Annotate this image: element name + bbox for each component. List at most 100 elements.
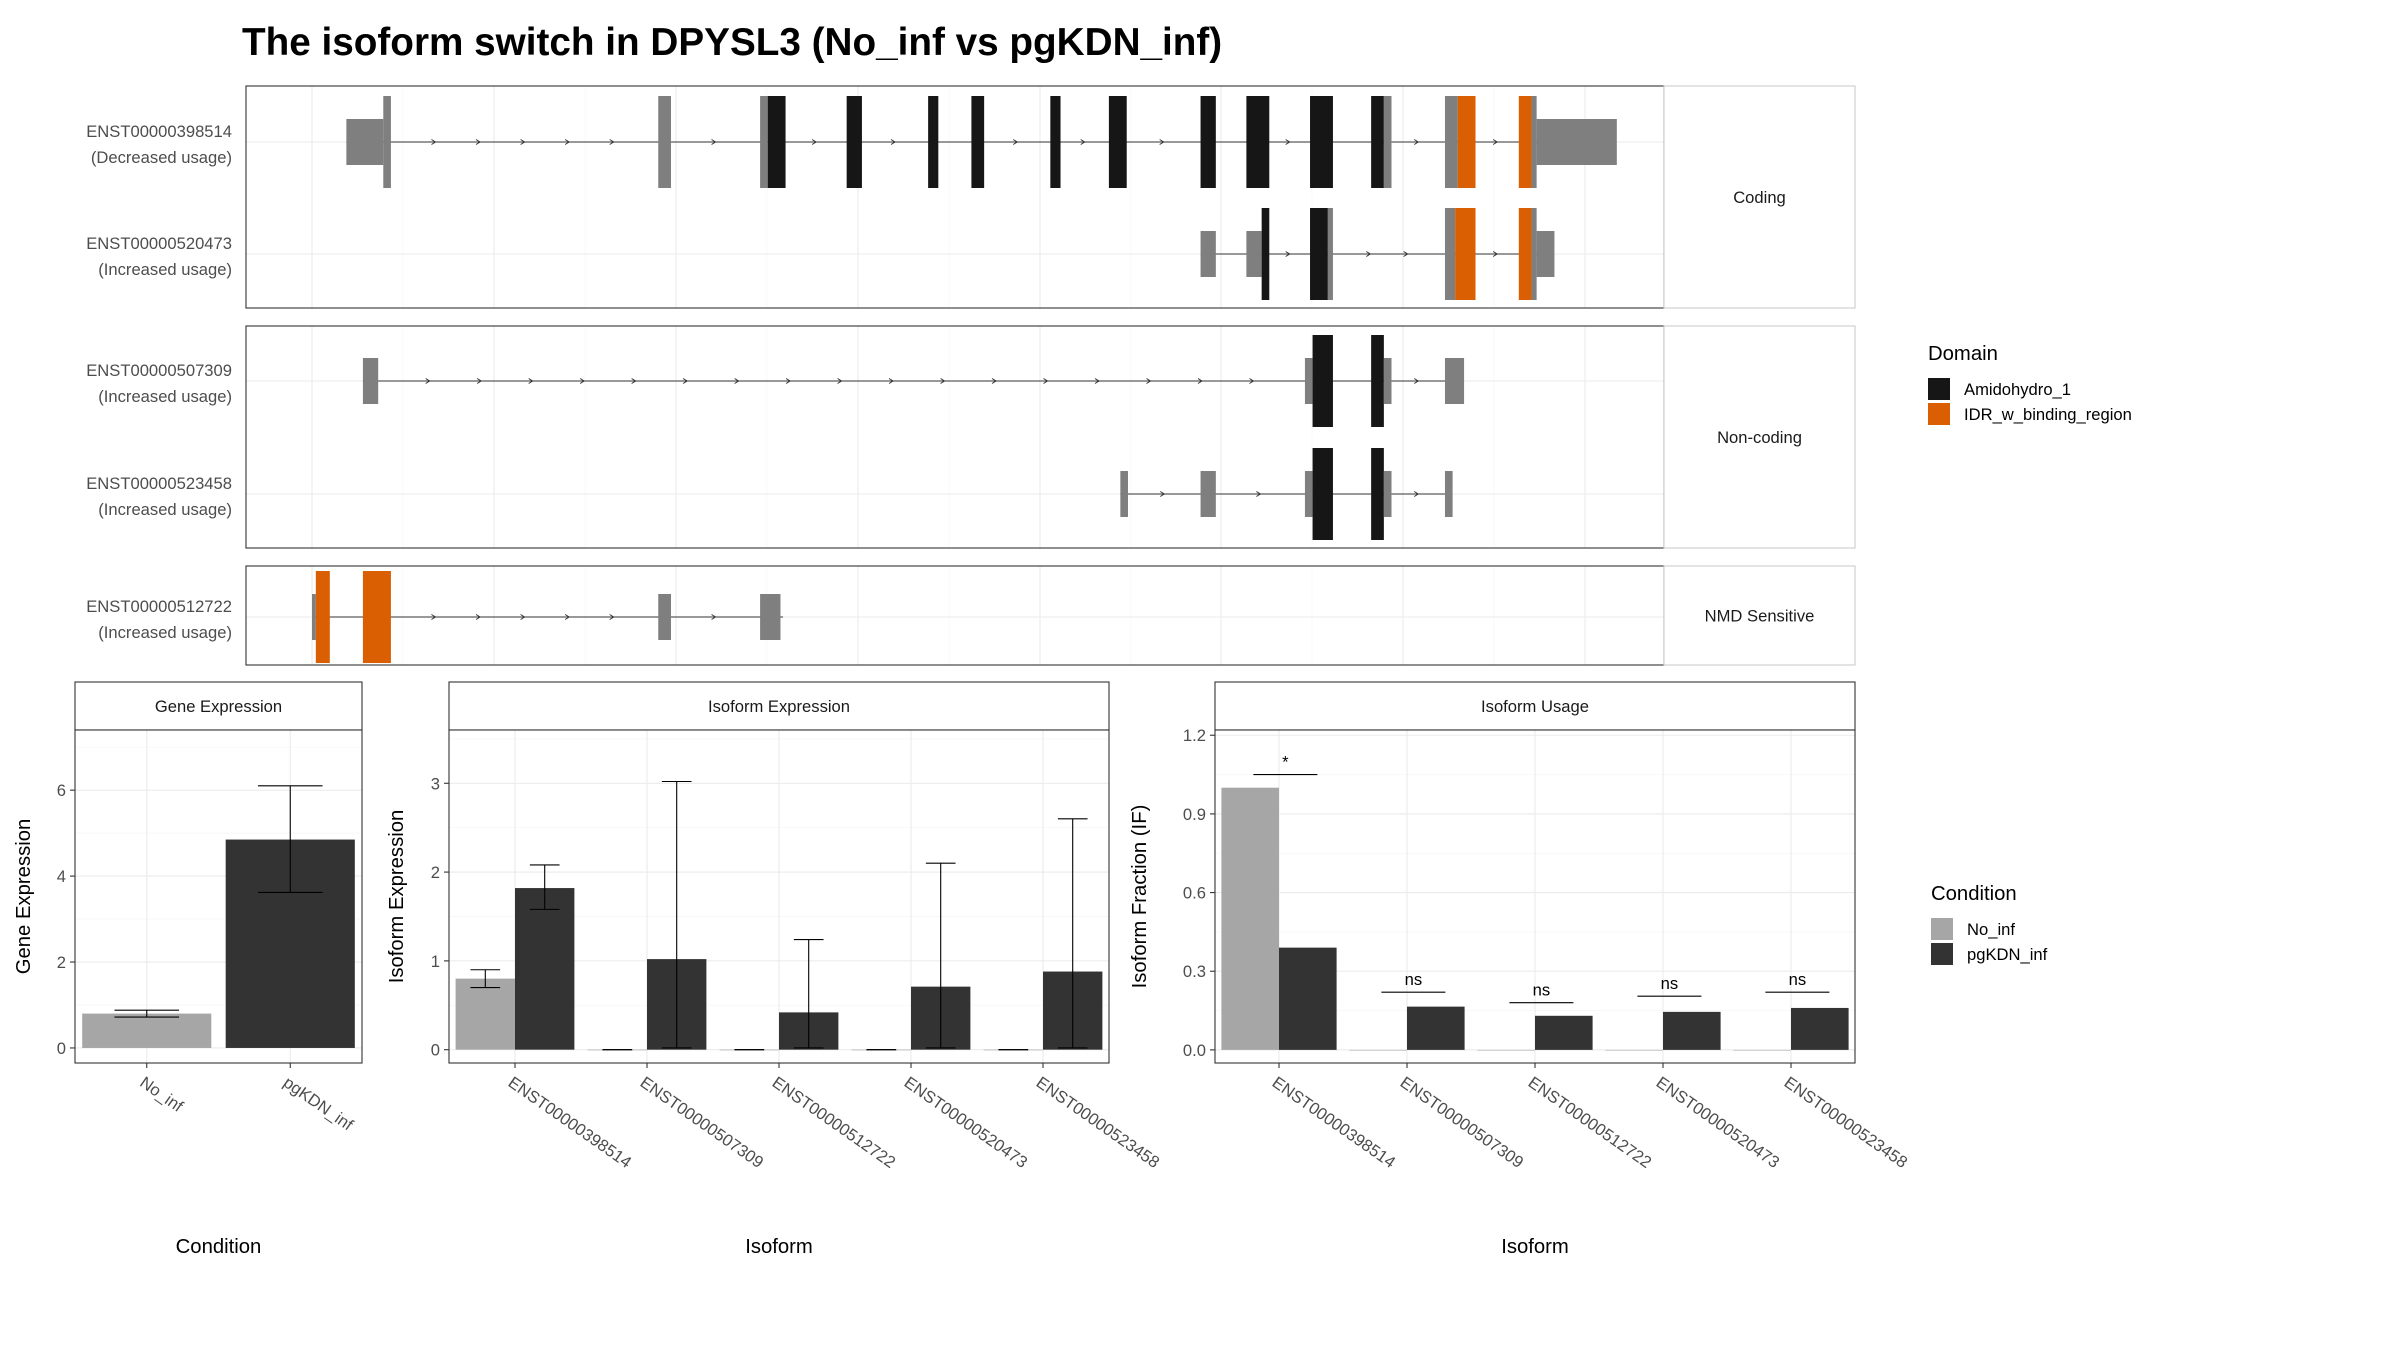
- y-axis-title: Isoform Expression: [386, 810, 408, 984]
- intron-arrow: [475, 614, 481, 620]
- exon-idr-w-binding-region: [315, 571, 330, 663]
- panel-border: [74, 729, 363, 1064]
- intron-arrow: [991, 378, 997, 384]
- intron-arrow: [940, 378, 946, 384]
- intron-arrow: [1366, 251, 1372, 257]
- y-tick-label: 2: [431, 863, 440, 882]
- exon-cds: [383, 96, 391, 188]
- exon-utr: [1444, 471, 1453, 517]
- intron-arrow: [1080, 139, 1086, 145]
- intron-arrow: [631, 378, 637, 384]
- bar: [1605, 1049, 1663, 1051]
- structure-panel-1: ENST00000398514(Decreased usage)ENST0000…: [86, 85, 1856, 309]
- x-axis-title: Isoform: [745, 1236, 813, 1258]
- y-tick-label: 0.9: [1183, 805, 1206, 824]
- exon-cds: [1383, 96, 1392, 188]
- exon-cds: [658, 96, 671, 188]
- y-tick-label: 1.2: [1183, 726, 1206, 745]
- exon-cds: [1531, 96, 1537, 188]
- y-tick-label: 0: [57, 1039, 66, 1058]
- x-tick-label: ENST00000512722: [1525, 1073, 1655, 1172]
- significance-label: *: [1282, 753, 1289, 772]
- facet-label: Coding: [1733, 188, 1786, 207]
- structure-panel-3: ENST00000512722 (Increased usage) NMD Sens…: [86, 565, 1856, 666]
- exon-utr: [1383, 471, 1392, 517]
- panel-background: [246, 86, 1664, 308]
- chart-title: Isoform Expression: [708, 697, 850, 716]
- y-axis-title: Isoform Fraction (IF): [1129, 805, 1151, 989]
- isoform-usage-label: (Increased usage): [98, 387, 232, 406]
- y-tick-label: 2: [57, 953, 66, 972]
- significance-label: ns: [1789, 970, 1807, 989]
- exon-amidohydro-1: [767, 96, 786, 188]
- exon-utr: [1120, 471, 1128, 517]
- facet-strip: [1663, 85, 1856, 309]
- chart-title: Gene Expression: [155, 697, 282, 716]
- x-tick-label: ENST00000398514: [1269, 1073, 1399, 1172]
- x-tick-label: ENST00000507309: [1397, 1073, 1527, 1172]
- bar: [1349, 1049, 1407, 1051]
- exon-amidohydro-1: [1312, 448, 1333, 540]
- y-tick-label: 0.3: [1183, 962, 1206, 981]
- exon-cds: [1444, 96, 1458, 188]
- intron-arrow: [1249, 378, 1255, 384]
- x-tick-label: ENST00000520473: [901, 1073, 1031, 1172]
- intron-arrow: [564, 139, 571, 145]
- isoform-track: ENST00000507309 (Increased usage): [86, 335, 1465, 427]
- intron-arrow: [579, 378, 586, 384]
- legend-label: Amidohydro_1: [1964, 380, 2071, 399]
- exon-amidohydro-1: [1310, 96, 1333, 188]
- legend-label: No_inf: [1967, 920, 2015, 939]
- exon-utr: [346, 119, 384, 165]
- x-tick-label: ENST00000512722: [769, 1073, 899, 1172]
- isoform-track: ENST00000398514 (Decreased usage): [86, 96, 1617, 188]
- isoform-usage-label: (Increased usage): [98, 623, 232, 642]
- exon-amidohydro-1: [1371, 96, 1384, 188]
- intron-arrow: [888, 378, 894, 384]
- exon-amidohydro-1: [1371, 335, 1384, 427]
- isoform-id-label: ENST00000512722: [86, 597, 232, 616]
- intron-arrow: [1492, 139, 1499, 145]
- intron-arrow: [431, 139, 437, 145]
- x-tick-label: ENST00000507309: [637, 1073, 767, 1172]
- bar: [1279, 947, 1337, 1050]
- legend-swatch: [1928, 378, 1950, 400]
- x-tick-label: ENST00000523458: [1033, 1073, 1163, 1172]
- facet-label: NMD Sensitive: [1705, 607, 1815, 626]
- gene-expression-chart: Gene Expression 0 2 4 6 No_inf pgKDN_inf Condit…: [13, 681, 363, 1258]
- exon-idr-w-binding-region: [1457, 96, 1476, 188]
- legend-label: pgKDN_inf: [1967, 945, 2048, 964]
- exon-utr: [1200, 231, 1216, 277]
- exon-utr: [1200, 471, 1216, 517]
- exon-idr-w-binding-region: [362, 571, 391, 663]
- isoform-track: ENST00000523458 (Increased usage): [86, 448, 1453, 540]
- intron-arrow: [1159, 139, 1165, 145]
- exon-amidohydro-1: [1310, 208, 1328, 300]
- exon-amidohydro-1: [971, 96, 985, 188]
- intron-arrow: [1285, 139, 1291, 145]
- domain-legend: Domain Amidohydro_1 IDR_w_binding_region: [1928, 343, 2132, 425]
- bar: [82, 1013, 212, 1048]
- intron-arrow: [711, 614, 717, 620]
- chart-title: Isoform Usage: [1481, 697, 1589, 716]
- exon-amidohydro-1: [1050, 96, 1061, 188]
- intron-arrow: [520, 139, 526, 145]
- exon-amidohydro-1: [846, 96, 862, 188]
- isoform-usage-label: (Increased usage): [98, 260, 232, 279]
- exon-amidohydro-1: [928, 96, 939, 188]
- intron-arrow: [425, 378, 431, 384]
- x-axis-title: Condition: [176, 1236, 262, 1258]
- bar: [1663, 1011, 1721, 1050]
- x-axis-title: Isoform: [1501, 1236, 1569, 1258]
- exon-amidohydro-1: [1200, 96, 1216, 188]
- intron-arrow: [609, 614, 615, 620]
- intron-arrow: [1197, 378, 1203, 384]
- bar: [515, 888, 575, 1050]
- chart-strip: [1214, 681, 1856, 731]
- exon-cds: [1327, 208, 1333, 300]
- significance-label: ns: [1405, 970, 1423, 989]
- bar: [455, 978, 515, 1050]
- panel-background: [246, 326, 1664, 548]
- intron-arrow: [1256, 491, 1262, 497]
- exon-amidohydro-1: [1261, 208, 1270, 300]
